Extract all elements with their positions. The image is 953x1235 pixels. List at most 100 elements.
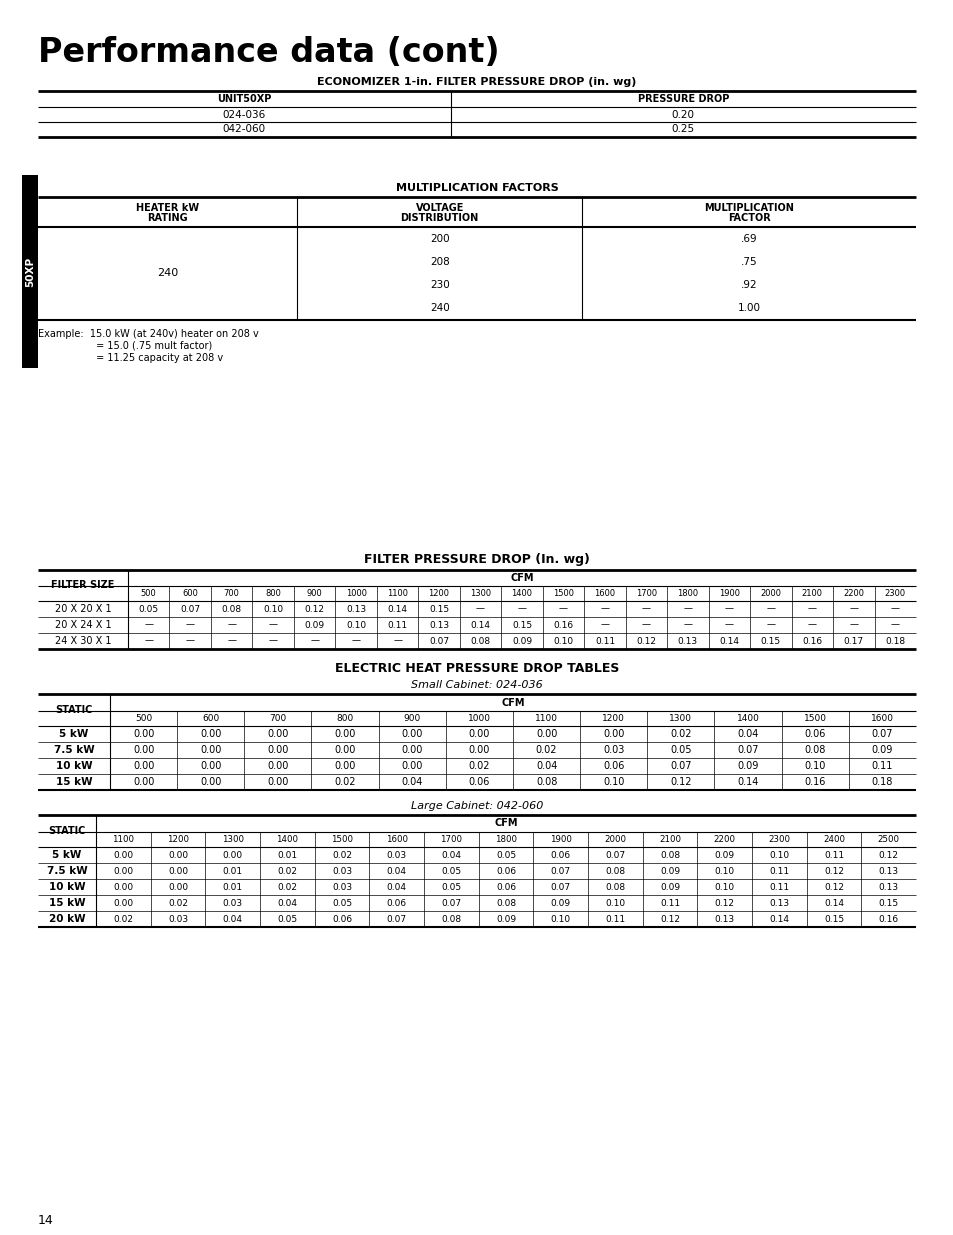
Text: ECONOMIZER 1-in. FILTER PRESSURE DROP (in. wg): ECONOMIZER 1-in. FILTER PRESSURE DROP (i… bbox=[317, 77, 636, 86]
Text: 0.15: 0.15 bbox=[760, 636, 781, 646]
Text: —: — bbox=[807, 604, 816, 614]
Text: 0.07: 0.07 bbox=[180, 604, 200, 614]
Text: —: — bbox=[765, 604, 775, 614]
Text: 0.06: 0.06 bbox=[803, 729, 825, 739]
Text: 0.06: 0.06 bbox=[468, 777, 490, 787]
Text: 1500: 1500 bbox=[803, 714, 826, 722]
Text: 0.07: 0.07 bbox=[871, 729, 892, 739]
Text: 1800: 1800 bbox=[495, 835, 517, 844]
Text: —: — bbox=[599, 620, 609, 630]
Text: 0.11: 0.11 bbox=[387, 620, 407, 630]
Text: 0.10: 0.10 bbox=[550, 914, 570, 924]
Text: —: — bbox=[227, 636, 236, 646]
Text: 0.12: 0.12 bbox=[823, 883, 843, 892]
Text: 0.00: 0.00 bbox=[536, 729, 557, 739]
Text: HEATER kW: HEATER kW bbox=[135, 203, 199, 212]
Text: 0.12: 0.12 bbox=[823, 867, 843, 876]
Text: —: — bbox=[144, 620, 153, 630]
Text: 0.02: 0.02 bbox=[277, 867, 297, 876]
Text: 0.01: 0.01 bbox=[222, 883, 242, 892]
Text: 2300: 2300 bbox=[767, 835, 789, 844]
Text: 0.00: 0.00 bbox=[222, 851, 242, 860]
Text: 0.04: 0.04 bbox=[222, 914, 242, 924]
Text: 0.12: 0.12 bbox=[304, 604, 324, 614]
Text: —: — bbox=[765, 620, 775, 630]
Text: 0.06: 0.06 bbox=[602, 761, 624, 771]
Text: —: — bbox=[682, 604, 692, 614]
Text: 1700: 1700 bbox=[636, 589, 657, 598]
Text: 0.08: 0.08 bbox=[470, 636, 490, 646]
Text: 0.06: 0.06 bbox=[332, 914, 352, 924]
Text: 0.09: 0.09 bbox=[714, 851, 734, 860]
Text: 0.11: 0.11 bbox=[768, 867, 788, 876]
Text: —: — bbox=[848, 620, 858, 630]
Text: 0.00: 0.00 bbox=[267, 761, 289, 771]
Text: 0.07: 0.07 bbox=[441, 899, 461, 908]
Text: 1600: 1600 bbox=[870, 714, 893, 722]
Text: 0.02: 0.02 bbox=[536, 745, 557, 755]
Text: 0.00: 0.00 bbox=[168, 867, 188, 876]
Text: .69: .69 bbox=[740, 233, 757, 243]
Text: 1.00: 1.00 bbox=[737, 304, 760, 314]
Text: 0.00: 0.00 bbox=[113, 899, 133, 908]
Text: —: — bbox=[724, 604, 733, 614]
Text: 1500: 1500 bbox=[331, 835, 353, 844]
Text: 500: 500 bbox=[134, 714, 152, 722]
Text: 0.11: 0.11 bbox=[595, 636, 615, 646]
Text: 0.07: 0.07 bbox=[737, 745, 758, 755]
Text: 0.16: 0.16 bbox=[553, 620, 573, 630]
Text: 0.00: 0.00 bbox=[168, 851, 188, 860]
Text: 0.10: 0.10 bbox=[714, 883, 734, 892]
Text: 0.00: 0.00 bbox=[132, 777, 154, 787]
Text: 0.10: 0.10 bbox=[346, 620, 366, 630]
Text: 0.07: 0.07 bbox=[386, 914, 406, 924]
Text: 0.14: 0.14 bbox=[719, 636, 739, 646]
Text: 0.16: 0.16 bbox=[801, 636, 821, 646]
Text: 230: 230 bbox=[430, 280, 449, 290]
Text: 0.01: 0.01 bbox=[222, 867, 242, 876]
Text: PRESSURE DROP: PRESSURE DROP bbox=[637, 94, 728, 104]
Text: 0.15: 0.15 bbox=[512, 620, 532, 630]
Text: 240: 240 bbox=[430, 304, 449, 314]
Text: STATIC: STATIC bbox=[55, 705, 92, 715]
Text: —: — bbox=[269, 636, 277, 646]
Text: 50XP: 50XP bbox=[25, 257, 35, 287]
Text: .92: .92 bbox=[740, 280, 757, 290]
Text: 1100: 1100 bbox=[535, 714, 558, 722]
Text: —: — bbox=[682, 620, 692, 630]
Text: 0.00: 0.00 bbox=[132, 761, 154, 771]
Text: 0.04: 0.04 bbox=[386, 867, 406, 876]
Bar bbox=[22, 175, 38, 368]
Text: VOLTAGE: VOLTAGE bbox=[416, 203, 463, 212]
Text: —: — bbox=[186, 636, 194, 646]
Text: 0.00: 0.00 bbox=[267, 777, 289, 787]
Text: 0.00: 0.00 bbox=[168, 883, 188, 892]
Text: 1700: 1700 bbox=[440, 835, 462, 844]
Text: 900: 900 bbox=[307, 589, 322, 598]
Text: —: — bbox=[352, 636, 360, 646]
Text: 7.5 kW: 7.5 kW bbox=[53, 745, 94, 755]
Text: 0.04: 0.04 bbox=[737, 729, 758, 739]
Text: 0.00: 0.00 bbox=[401, 729, 422, 739]
Text: 0.00: 0.00 bbox=[401, 745, 422, 755]
Text: 0.00: 0.00 bbox=[200, 729, 221, 739]
Text: 0.06: 0.06 bbox=[386, 899, 406, 908]
Text: 1300: 1300 bbox=[669, 714, 692, 722]
Text: 0.03: 0.03 bbox=[602, 745, 624, 755]
Text: —: — bbox=[144, 636, 153, 646]
Text: 0.06: 0.06 bbox=[496, 883, 516, 892]
Text: 24 X 30 X 1: 24 X 30 X 1 bbox=[54, 636, 112, 646]
Text: 0.00: 0.00 bbox=[335, 745, 355, 755]
Text: MULTIPLICATION FACTORS: MULTIPLICATION FACTORS bbox=[395, 183, 558, 193]
Text: 0.11: 0.11 bbox=[659, 899, 679, 908]
Text: = 15.0 (.75 mult factor): = 15.0 (.75 mult factor) bbox=[68, 341, 212, 351]
Text: 0.09: 0.09 bbox=[659, 867, 679, 876]
Text: 0.10: 0.10 bbox=[714, 867, 734, 876]
Text: 0.05: 0.05 bbox=[441, 867, 461, 876]
Text: STATIC: STATIC bbox=[49, 826, 86, 836]
Text: 0.05: 0.05 bbox=[496, 851, 516, 860]
Text: 1200: 1200 bbox=[428, 589, 449, 598]
Text: 0.11: 0.11 bbox=[823, 851, 843, 860]
Text: 600: 600 bbox=[182, 589, 198, 598]
Text: 1000: 1000 bbox=[467, 714, 491, 722]
